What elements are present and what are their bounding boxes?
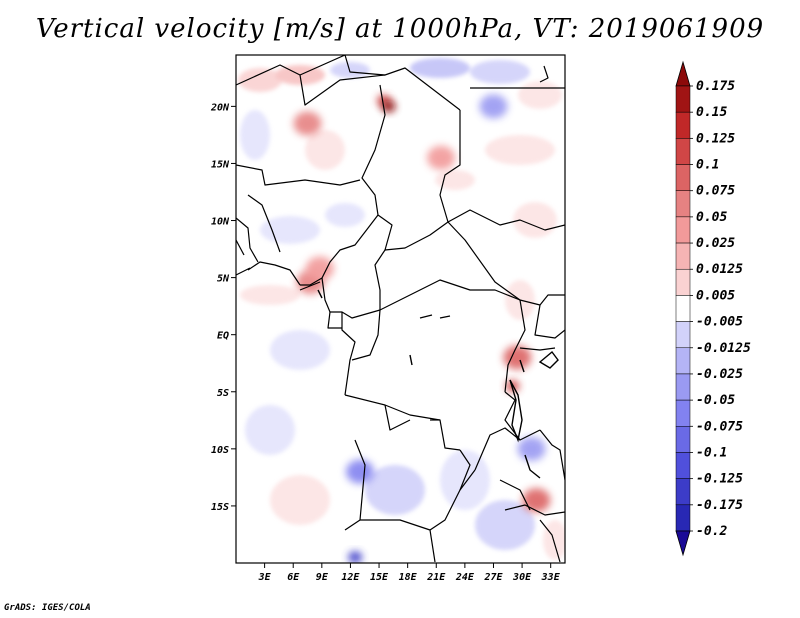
velocity-feature-12: [427, 145, 456, 170]
x-tick-label: 12E: [341, 572, 360, 583]
colorbar-swatch: [675, 295, 691, 322]
velocity-feature-11: [305, 256, 334, 281]
x-tick-label: 9E: [316, 572, 329, 583]
colorbar-label: 0.1: [696, 158, 719, 173]
y-tick-label: EQ: [217, 331, 229, 342]
chart-title: Vertical velocity [m/s] at 1000hPa, VT: …: [35, 14, 765, 44]
x-tick-label: 27E: [483, 572, 503, 583]
grads-credit: GrADS: IGES/COLA: [4, 603, 91, 613]
colorbar-swatch: [675, 347, 691, 375]
colorbar-min-arrow: [675, 530, 691, 557]
y-tick-label: 10S: [211, 445, 229, 456]
y-tick-label: 5N: [217, 274, 230, 285]
colorbar-label: -0.025: [696, 367, 743, 382]
country-borders: [236, 55, 565, 563]
colorbar-label: -0.05: [696, 393, 735, 408]
y-tick-label: 20N: [210, 102, 230, 113]
colorbar-label: 0.15: [696, 105, 727, 120]
colorbar-label: -0.175: [696, 498, 743, 513]
colorbar-label: -0.075: [696, 419, 743, 434]
x-tick-label: 3E: [258, 572, 272, 583]
colorbar-label: 0.175: [696, 79, 735, 94]
x-tick-label: 21E: [426, 572, 446, 583]
vertical-velocity-features: [293, 94, 551, 563]
colorbar-label: 0.075: [696, 184, 735, 199]
velocity-feature-3: [381, 100, 396, 113]
velocity-feature-1: [293, 111, 322, 136]
colorbar-label: -0.2: [696, 524, 727, 539]
colorbar-label: 0.025: [696, 236, 735, 251]
velocity-feature-8: [517, 436, 546, 461]
colorbar-swatch: [675, 504, 691, 532]
colorbar-swatch: [675, 268, 691, 296]
velocity-feature-0: [479, 94, 508, 119]
velocity-feature-9: [522, 488, 551, 513]
colorbar-label: 0.05: [696, 210, 727, 225]
velocity-feature-6: [348, 551, 363, 563]
x-axis: 3E 6E 9E 12E 15E 18E 21E 24E 27E 30E 33E: [258, 563, 561, 583]
colorbar-swatch: [675, 164, 691, 191]
y-tick-label: 10N: [211, 217, 230, 228]
x-tick-label: 18E: [399, 572, 418, 583]
colorbar-swatch: [675, 138, 691, 165]
colorbar-swatch: [675, 242, 691, 270]
colorbar-max-arrow: [675, 60, 691, 87]
y-axis: 20N 15N 10N 5N EQ 5S 10S 15S: [210, 102, 236, 513]
x-tick-label: 33E: [541, 572, 561, 583]
colorbar-label: 0.0125: [696, 262, 743, 277]
colorbar-swatch: [675, 321, 691, 349]
velocity-feature-7: [345, 459, 374, 484]
y-tick-label: 5S: [217, 388, 229, 399]
colorbar-label: -0.005: [696, 315, 743, 330]
colorbar-label: -0.1: [696, 445, 727, 460]
x-tick-label: 15E: [370, 572, 389, 583]
x-tick-label: 24E: [455, 572, 475, 583]
x-tick-label: 30E: [512, 572, 532, 583]
colorbar-swatch: [675, 190, 691, 218]
colorbar-label: 0.005: [696, 288, 735, 303]
velocity-feature-4: [503, 345, 532, 370]
lakes: [317, 289, 559, 479]
colorbar-swatch: [675, 452, 691, 479]
colorbar-swatch: [675, 373, 691, 401]
colorbar-swatch: [675, 111, 691, 139]
colorbar-swatch: [675, 216, 691, 244]
coastline: [236, 267, 321, 291]
x-tick-label: 6E: [287, 572, 300, 583]
colorbar-swatch: [675, 478, 691, 506]
colorbar-swatch: [675, 399, 691, 427]
plot-frame: [235, 54, 566, 564]
colorbar: -0.2 -0.175 -0.125 -0.1 -0.075 -0.05 -0.025 -0.…: [675, 60, 751, 557]
map-plot-area: [236, 55, 565, 563]
colorbar-label: 0.125: [696, 131, 735, 146]
y-tick-label: 15S: [211, 502, 229, 513]
field-speckle: [238, 58, 565, 560]
colorbar-swatch: [675, 426, 691, 453]
colorbar-label: -0.125: [696, 472, 743, 487]
colorbar-swatch: [675, 85, 691, 113]
y-tick-label: 15N: [211, 159, 230, 170]
colorbar-label: -0.0125: [696, 341, 751, 356]
